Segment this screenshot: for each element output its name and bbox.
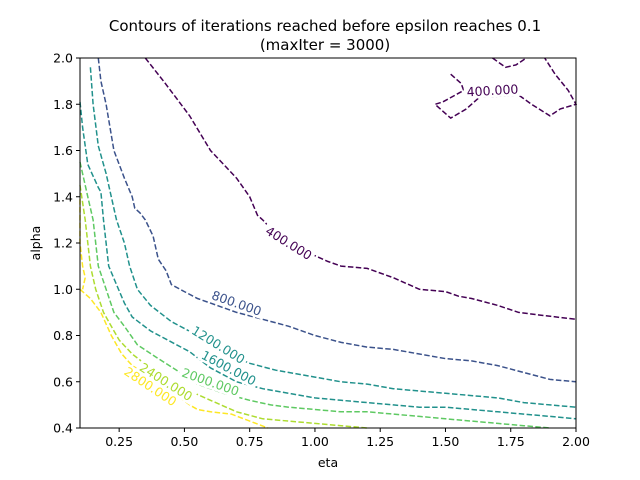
y-tick-label: 2.0 <box>53 51 73 66</box>
contour-label-text: 400.000 <box>263 223 315 263</box>
contour-label-400: 400.000 <box>260 221 317 265</box>
chart-title: Contours of iterations reached before ep… <box>109 17 541 35</box>
contour-line-800 <box>97 57 577 383</box>
y-axis: 0.4 0.6 0.8 1.0 1.2 1.4 1.6 1.8 2.0 <box>53 51 80 436</box>
contour-label-background <box>119 362 182 411</box>
contour-line-2800 <box>79 199 86 290</box>
x-tick-label: 1.25 <box>366 434 394 449</box>
contour-line-1600 <box>79 101 577 420</box>
contour-label-background <box>187 321 250 368</box>
y-tick-label: 1.0 <box>53 282 73 297</box>
y-tick-label: 1.8 <box>53 97 73 112</box>
chart-subtitle: (maxIter = 3000) <box>260 36 390 54</box>
contour-line-400 <box>492 57 527 69</box>
contour-labels: 400.000400.000800.0001200.0001600.000200… <box>119 81 522 411</box>
contour-label-background <box>134 358 198 406</box>
y-tick-label: 1.6 <box>53 143 73 158</box>
x-tick-label: 1.75 <box>497 434 525 449</box>
x-tick-label: 0.75 <box>236 434 264 449</box>
contour-label-background <box>177 364 244 400</box>
contour-label-400: 400.000 <box>463 81 522 100</box>
contour-label-background <box>260 221 317 265</box>
contour-line-400 <box>144 57 577 321</box>
x-axis-label: eta <box>318 455 338 470</box>
y-axis-label: alpha <box>28 226 43 261</box>
x-tick-label: 0.25 <box>105 434 133 449</box>
y-tick-label: 0.8 <box>53 328 73 343</box>
contour-line-1200 <box>89 67 577 408</box>
y-tick-label: 0.4 <box>53 421 73 436</box>
contour-label-background <box>196 346 261 390</box>
x-tick-label: 1.00 <box>301 434 329 449</box>
contour-label-background <box>463 81 522 100</box>
contour-label-text: 800.000 <box>210 287 264 318</box>
contour-label-text: 400.000 <box>466 81 519 99</box>
x-tick-label: 0.50 <box>170 434 198 449</box>
contour-label-800: 800.000 <box>207 286 266 320</box>
x-tick-label: 1.50 <box>432 434 460 449</box>
contour-line-2000 <box>79 161 550 429</box>
y-tick-label: 1.2 <box>53 236 73 251</box>
contour-label-background <box>207 286 266 320</box>
x-tick-label: 2.00 <box>562 434 590 449</box>
y-tick-label: 1.4 <box>53 189 73 204</box>
y-tick-label: 0.6 <box>53 374 73 389</box>
x-axis: 0.25 0.50 0.75 1.00 1.25 1.50 1.75 2.00 <box>105 428 590 449</box>
